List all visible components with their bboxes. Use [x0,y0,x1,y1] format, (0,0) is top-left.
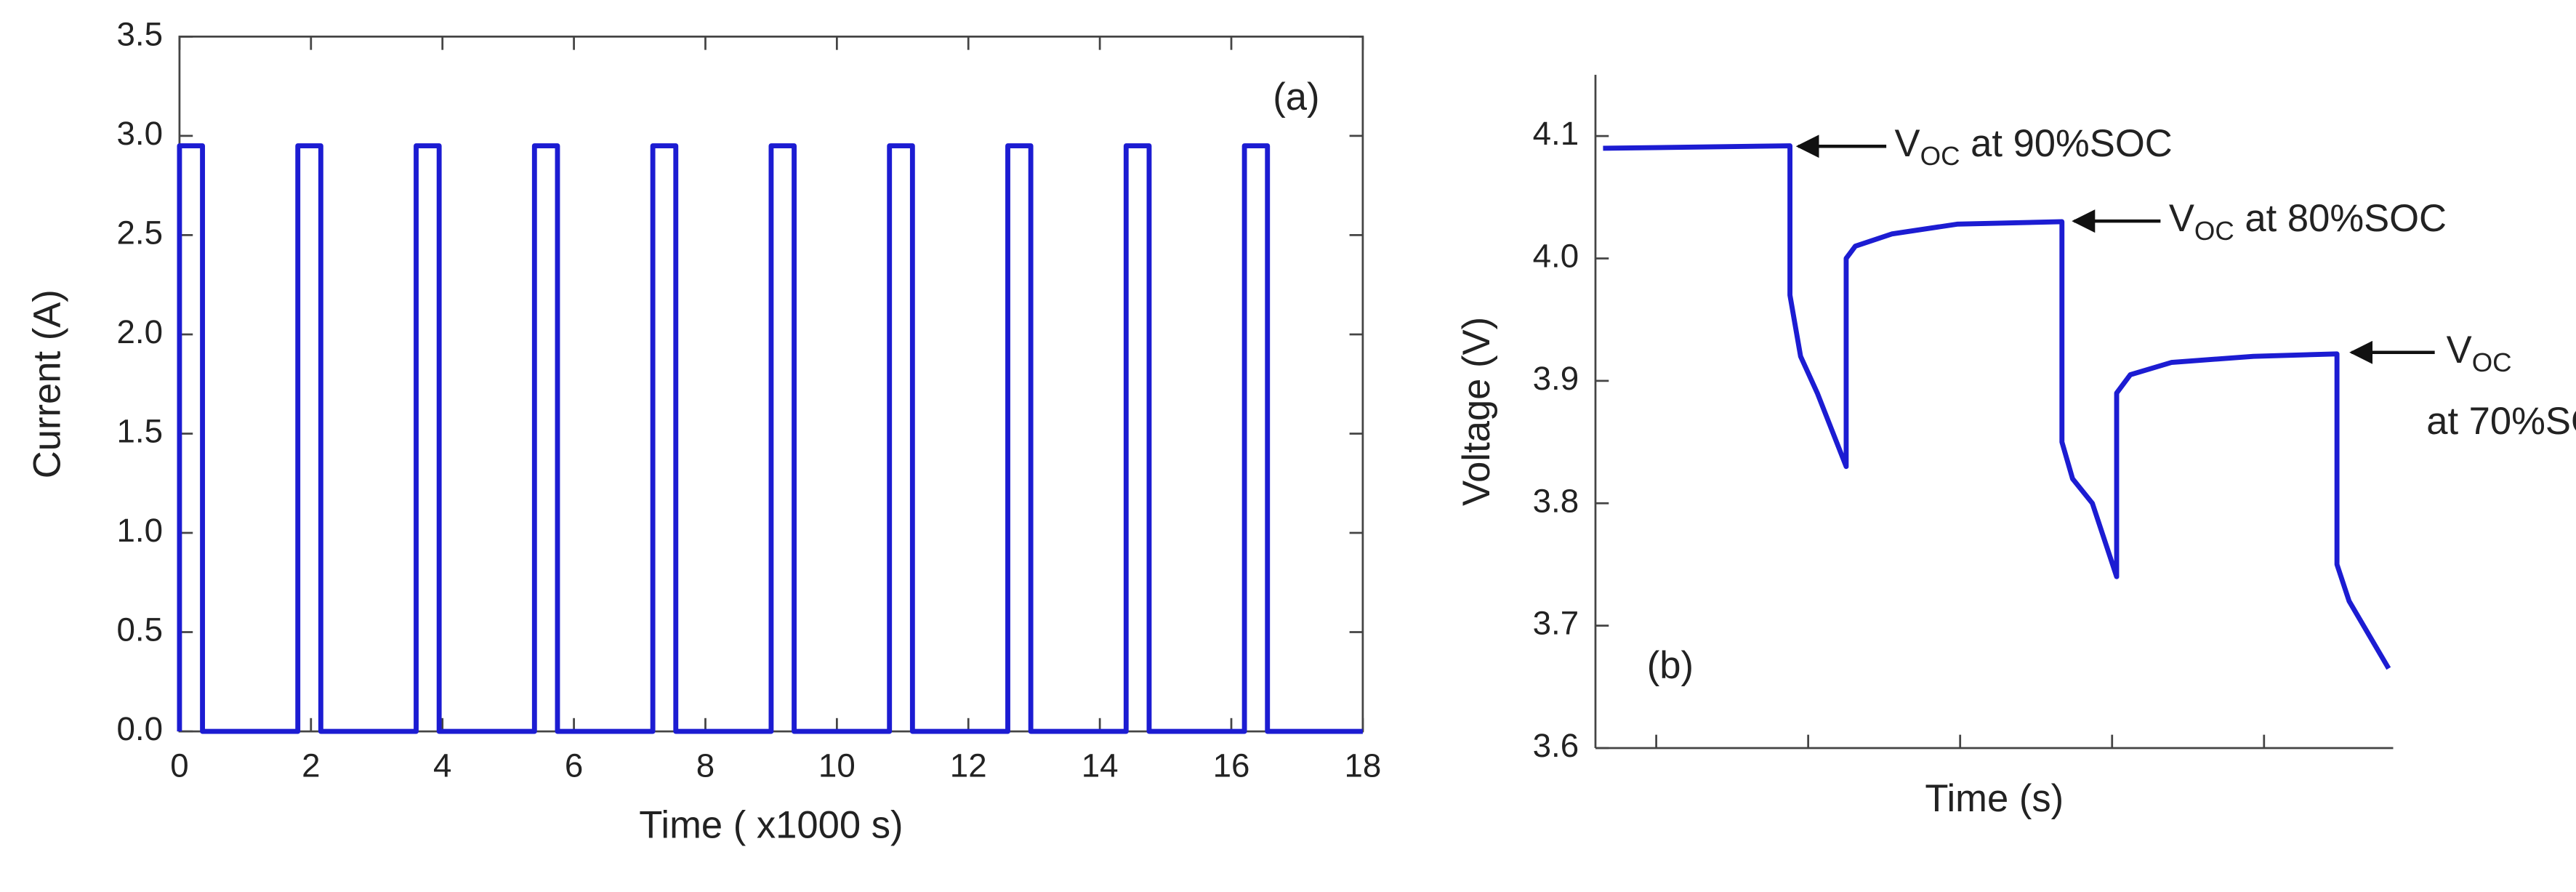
x-tick-label: 6 [565,747,583,784]
annotation-main: V [2169,197,2194,240]
panel-label: (b) [1647,644,1694,687]
x-tick-label: 18 [1344,747,1381,784]
x-axis-title: Time ( x1000 s) [639,804,903,847]
y-tick-label: 3.7 [1533,605,1579,642]
annotation-sub: OC [1920,141,1960,171]
y-tick-label: 1.5 [117,413,164,450]
annotation-sub: OC [2194,216,2234,246]
x-tick-label: 10 [818,747,856,784]
x-tick-label: 0 [170,747,188,784]
x-tick-label: 8 [696,747,715,784]
x-tick-label: 2 [302,747,320,784]
x-axis-title: Time (s) [1925,777,2064,820]
y-tick-label: 4.0 [1533,238,1579,275]
y-tick-label: 3.6 [1533,727,1579,764]
x-tick-label: 12 [950,747,987,784]
x-tick-label: 16 [1213,747,1250,784]
y-tick-label: 0.0 [117,710,164,747]
annotation-rest: at 80%SOC [2234,197,2447,240]
data-line [1603,143,2391,670]
annotation-main: V [1895,122,1920,165]
x-tick-label: 14 [1082,747,1119,784]
y-axis-title: Current (A) [25,289,68,478]
annotation-rest: at 90%SOC [1960,122,2173,165]
data-line [177,143,1363,734]
y-tick-label: 4.1 [1533,115,1579,152]
annotation: VOC at 90%SOC [1895,122,2173,171]
annotation-rest: at 70%SOC [2426,400,2576,443]
y-tick-label: 3.8 [1533,482,1579,519]
y-tick-label: 1.0 [117,512,164,549]
y-axis-title: Voltage (V) [1455,317,1498,506]
y-tick-label: 3.0 [117,115,164,152]
annotation-main: V [2447,329,2472,371]
y-tick-label: 0.5 [117,611,164,648]
annotation: VOC [2447,329,2512,377]
annotation: VOC at 80%SOC [2169,197,2447,246]
y-tick-label: 3.9 [1533,360,1579,397]
x-tick-label: 4 [433,747,451,784]
y-tick-label: 2.0 [117,313,164,350]
panel-label: (a) [1273,76,1319,118]
annotation-sub: OC [2472,347,2512,377]
y-tick-label: 2.5 [117,214,164,251]
y-tick-label: 3.5 [117,15,164,52]
